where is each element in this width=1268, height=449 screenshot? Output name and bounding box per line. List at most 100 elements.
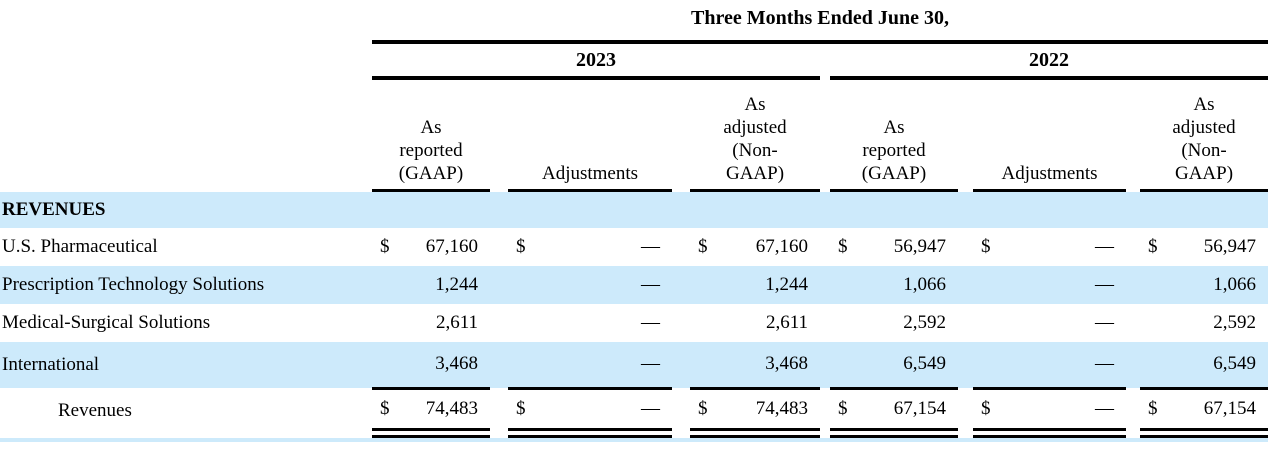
spacer-cell bbox=[1126, 342, 1140, 388]
year-2022: 2022 bbox=[830, 42, 1268, 80]
currency-symbol: $ bbox=[1148, 236, 1158, 257]
row-label: Prescription Technology Solutions bbox=[2, 274, 265, 295]
row-label: International bbox=[2, 354, 100, 375]
value-cell: $67,154 bbox=[1140, 388, 1268, 438]
spacer-cell bbox=[1126, 388, 1140, 433]
value-cell: $ — bbox=[508, 228, 672, 266]
year-row: 2023 2022 bbox=[0, 42, 1268, 80]
header-2022-as-adjusted: As adjusted (Non- GAAP) bbox=[1140, 78, 1268, 192]
header-gap bbox=[958, 78, 973, 190]
table-row: Prescription Technology Solutions 1,244 … bbox=[0, 266, 1268, 304]
spacer-cell bbox=[958, 388, 973, 433]
value-cell: — bbox=[973, 304, 1126, 342]
header-2022-as-reported: As reported (GAAP) bbox=[830, 78, 958, 192]
value-cell: $ — bbox=[973, 228, 1126, 266]
header-group-gap bbox=[820, 78, 830, 190]
value-cell: $ — bbox=[973, 388, 1126, 438]
amount: 1,244 bbox=[765, 274, 808, 295]
spacer-cell bbox=[820, 388, 830, 433]
bottom-stripe-row bbox=[0, 433, 1268, 442]
amount: 6,549 bbox=[1213, 353, 1257, 375]
value-cell: 6,549 bbox=[830, 342, 958, 390]
currency-symbol: $ bbox=[1148, 397, 1158, 419]
value-cell: $67,154 bbox=[830, 388, 958, 438]
value-cell: 2,611 bbox=[372, 304, 490, 342]
value-cell: 2,592 bbox=[830, 304, 958, 342]
spacer-cell bbox=[958, 304, 973, 342]
value-cell: 1,244 bbox=[372, 266, 490, 304]
value-cell: $67,160 bbox=[690, 228, 820, 266]
table-title: Three Months Ended June 30, bbox=[372, 0, 1268, 44]
amount: 67,154 bbox=[893, 397, 946, 419]
currency-symbol: $ bbox=[698, 236, 708, 257]
header-gap bbox=[490, 78, 508, 190]
currency-symbol: $ bbox=[380, 236, 390, 257]
spacer-cell bbox=[820, 342, 830, 388]
table-row: International 3,468 — 3,468 6,549 — 6,54… bbox=[0, 342, 1268, 390]
table-row: U.S. Pharmaceutical $67,160 $ — $67,160 $… bbox=[0, 228, 1268, 266]
header-2023-adjustments: Adjustments bbox=[508, 78, 672, 192]
amount: 67,160 bbox=[755, 236, 808, 257]
value-cell: 1,244 bbox=[690, 266, 820, 304]
amount: — bbox=[1095, 236, 1114, 257]
value-cell: $56,947 bbox=[830, 228, 958, 266]
row-label: Medical-Surgical Solutions bbox=[2, 312, 211, 333]
currency-symbol: $ bbox=[838, 397, 848, 419]
title-row: Three Months Ended June 30, bbox=[0, 0, 1268, 44]
amount: — bbox=[1095, 274, 1114, 295]
total-row: Revenues $74,483 $ — $74,483 $67,154 $ — $… bbox=[0, 388, 1268, 438]
amount: 56,947 bbox=[1203, 236, 1257, 257]
amount: 1,066 bbox=[1213, 274, 1257, 295]
value-cell: — bbox=[508, 342, 672, 390]
column-header-row: As reported (GAAP) Adjustments As adjust… bbox=[0, 78, 1268, 192]
spacer-cell bbox=[672, 228, 690, 266]
spacer-cell bbox=[672, 266, 690, 304]
spacer-cell bbox=[1126, 304, 1140, 342]
amount: — bbox=[1095, 312, 1114, 333]
value-cell: — bbox=[508, 304, 672, 342]
value-cell: $74,483 bbox=[372, 388, 490, 438]
amount: 74,483 bbox=[755, 397, 808, 419]
spacer-cell bbox=[820, 266, 830, 304]
amount: — bbox=[641, 353, 660, 375]
value-cell: 2,592 bbox=[1140, 304, 1268, 342]
spacer-cell bbox=[490, 304, 508, 342]
year-gap bbox=[820, 42, 830, 78]
value-cell: — bbox=[973, 266, 1126, 304]
title-spacer bbox=[0, 0, 372, 42]
amount: — bbox=[1095, 353, 1114, 375]
amount: — bbox=[641, 274, 660, 295]
amount: 1,066 bbox=[903, 274, 946, 295]
value-cell: 1,066 bbox=[830, 266, 958, 304]
value-cell: 2,611 bbox=[690, 304, 820, 342]
header-2023-as-adjusted: As adjusted (Non- GAAP) bbox=[690, 78, 820, 192]
year-2023: 2023 bbox=[372, 42, 820, 80]
amount: 2,592 bbox=[903, 312, 946, 333]
row-label: U.S. Pharmaceutical bbox=[2, 236, 158, 257]
spacer-cell bbox=[958, 228, 973, 266]
header-spacer bbox=[0, 78, 372, 190]
spacer-cell bbox=[490, 342, 508, 388]
amount: 67,160 bbox=[425, 236, 478, 257]
amount: 67,154 bbox=[1203, 397, 1257, 419]
section-header-row: REVENUES bbox=[0, 190, 1268, 228]
amount: 2,611 bbox=[765, 312, 808, 333]
header-2023-as-reported: As reported (GAAP) bbox=[372, 78, 490, 192]
value-cell: $ — bbox=[508, 388, 672, 438]
value-cell: 1,066 bbox=[1140, 266, 1268, 304]
bottom-stripe bbox=[0, 433, 1268, 442]
spacer-cell bbox=[958, 342, 973, 388]
spacer-cell bbox=[1126, 266, 1140, 304]
spacer-cell bbox=[490, 388, 508, 433]
amount: — bbox=[641, 236, 660, 257]
value-cell: 6,549 bbox=[1140, 342, 1268, 390]
spacer-cell bbox=[820, 304, 830, 342]
total-row-label: Revenues bbox=[58, 399, 132, 421]
spacer-cell bbox=[820, 228, 830, 266]
currency-symbol: $ bbox=[981, 397, 991, 419]
amount: — bbox=[641, 312, 660, 333]
value-cell: $56,947 bbox=[1140, 228, 1268, 266]
currency-symbol: $ bbox=[516, 236, 526, 257]
